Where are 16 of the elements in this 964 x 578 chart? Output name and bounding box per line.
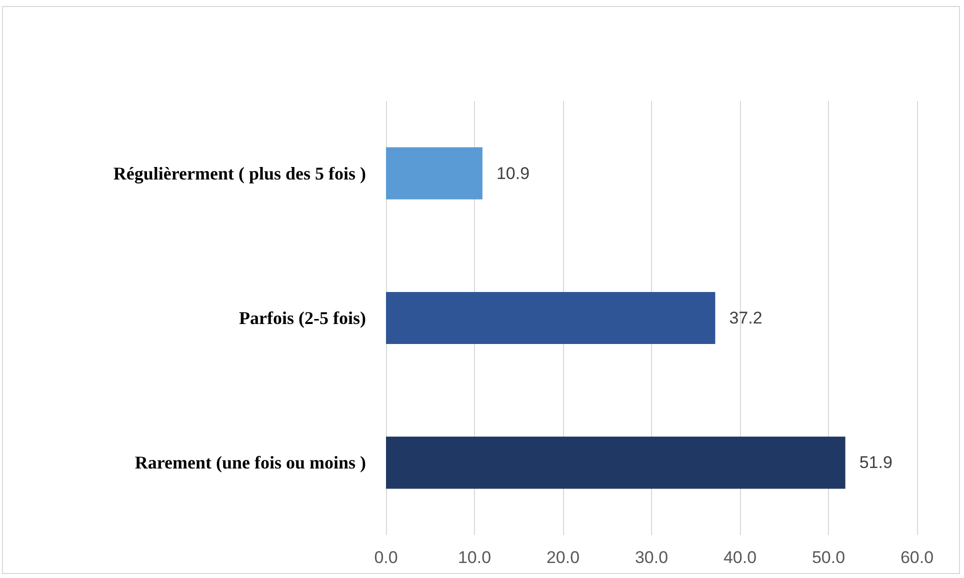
data-label: 51.9 [859, 453, 892, 472]
bar [386, 147, 482, 200]
x-tick-label: 20.0 [546, 548, 580, 567]
y-tick-label: Régulièrerment ( plus des 5 fois ) [113, 163, 366, 184]
x-tick-label: 50.0 [812, 548, 846, 567]
bar [386, 292, 716, 344]
y-tick-label: Parfois (2-5 fois) [239, 308, 366, 328]
y-tick-label: Rarement (une fois ou moins ) [134, 452, 366, 473]
data-label: 10.9 [496, 164, 530, 183]
x-tick-label: 60.0 [900, 548, 934, 567]
x-tick-label: 0.0 [374, 548, 398, 567]
x-tick-label: 10.0 [458, 548, 492, 567]
data-label: 37.2 [729, 308, 762, 328]
bar [386, 436, 846, 489]
x-tick-label: 40.0 [723, 548, 757, 567]
x-tick-label: 30.0 [634, 548, 668, 567]
